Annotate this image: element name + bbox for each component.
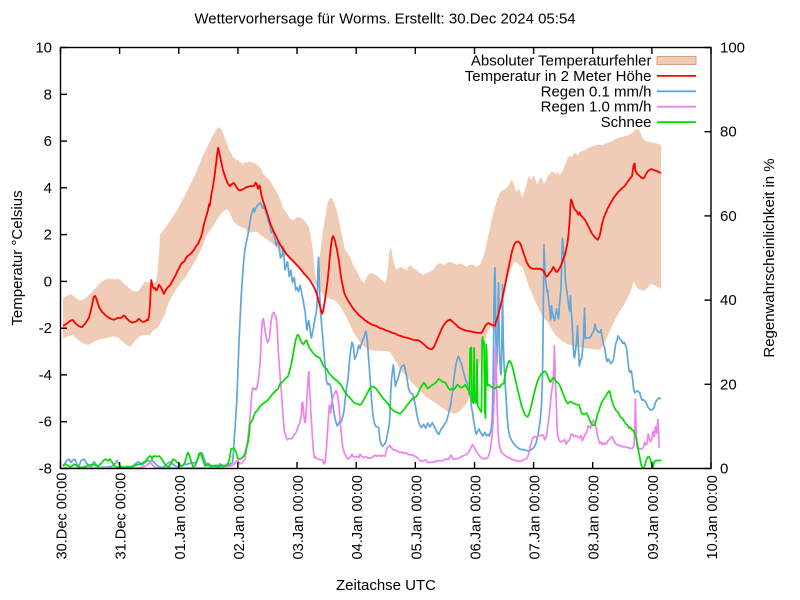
svg-text:20: 20	[720, 376, 737, 393]
svg-text:-4: -4	[39, 367, 52, 384]
svg-text:-6: -6	[39, 414, 52, 431]
svg-text:05.Jan 00:00: 05.Jan 00:00	[409, 475, 425, 559]
svg-text:0: 0	[720, 461, 728, 478]
svg-text:Regen 0.1 mm/h: Regen 0.1 mm/h	[541, 83, 652, 100]
svg-text:10.Jan 00:00: 10.Jan 00:00	[705, 475, 721, 559]
svg-text:4: 4	[44, 180, 52, 197]
svg-text:Temperatur in 2 Meter Höhe: Temperatur in 2 Meter Höhe	[465, 68, 652, 85]
svg-text:6: 6	[44, 133, 52, 150]
svg-text:03.Jan 00:00: 03.Jan 00:00	[291, 475, 307, 559]
svg-text:40: 40	[720, 292, 737, 309]
svg-text:60: 60	[720, 208, 737, 225]
svg-text:Schnee: Schnee	[601, 114, 652, 131]
svg-text:100: 100	[720, 40, 745, 57]
svg-text:Zeitachse UTC: Zeitachse UTC	[336, 577, 436, 594]
svg-text:-8: -8	[39, 461, 52, 478]
svg-text:06.Jan 00:00: 06.Jan 00:00	[469, 475, 485, 559]
svg-text:10: 10	[35, 40, 52, 57]
svg-text:Regenwahrscheinlichkeit in %: Regenwahrscheinlichkeit in %	[761, 158, 778, 357]
svg-text:01.Jan 00:00: 01.Jan 00:00	[173, 475, 189, 559]
svg-text:02.Jan 00:00: 02.Jan 00:00	[232, 475, 248, 559]
svg-text:09.Jan 00:00: 09.Jan 00:00	[646, 475, 662, 559]
svg-text:Wettervorhersage für Worms. Er: Wettervorhersage für Worms. Erstellt: 30…	[194, 11, 575, 28]
svg-text:80: 80	[720, 124, 737, 141]
svg-text:2: 2	[44, 227, 52, 244]
svg-text:8: 8	[44, 86, 52, 103]
svg-text:Regen 1.0 mm/h: Regen 1.0 mm/h	[541, 99, 652, 116]
svg-text:07.Jan 00:00: 07.Jan 00:00	[528, 475, 544, 559]
svg-text:08.Jan 00:00: 08.Jan 00:00	[587, 475, 603, 559]
svg-text:-2: -2	[39, 320, 52, 337]
svg-text:31.Dec 00:00: 31.Dec 00:00	[114, 473, 130, 560]
svg-text:0: 0	[44, 273, 52, 290]
svg-text:Temperatur °Celsius: Temperatur °Celsius	[9, 190, 26, 325]
svg-text:Absoluter Temperaturfehler: Absoluter Temperaturfehler	[471, 53, 652, 70]
svg-text:30.Dec 00:00: 30.Dec 00:00	[55, 473, 71, 560]
svg-text:04.Jan 00:00: 04.Jan 00:00	[350, 475, 366, 559]
